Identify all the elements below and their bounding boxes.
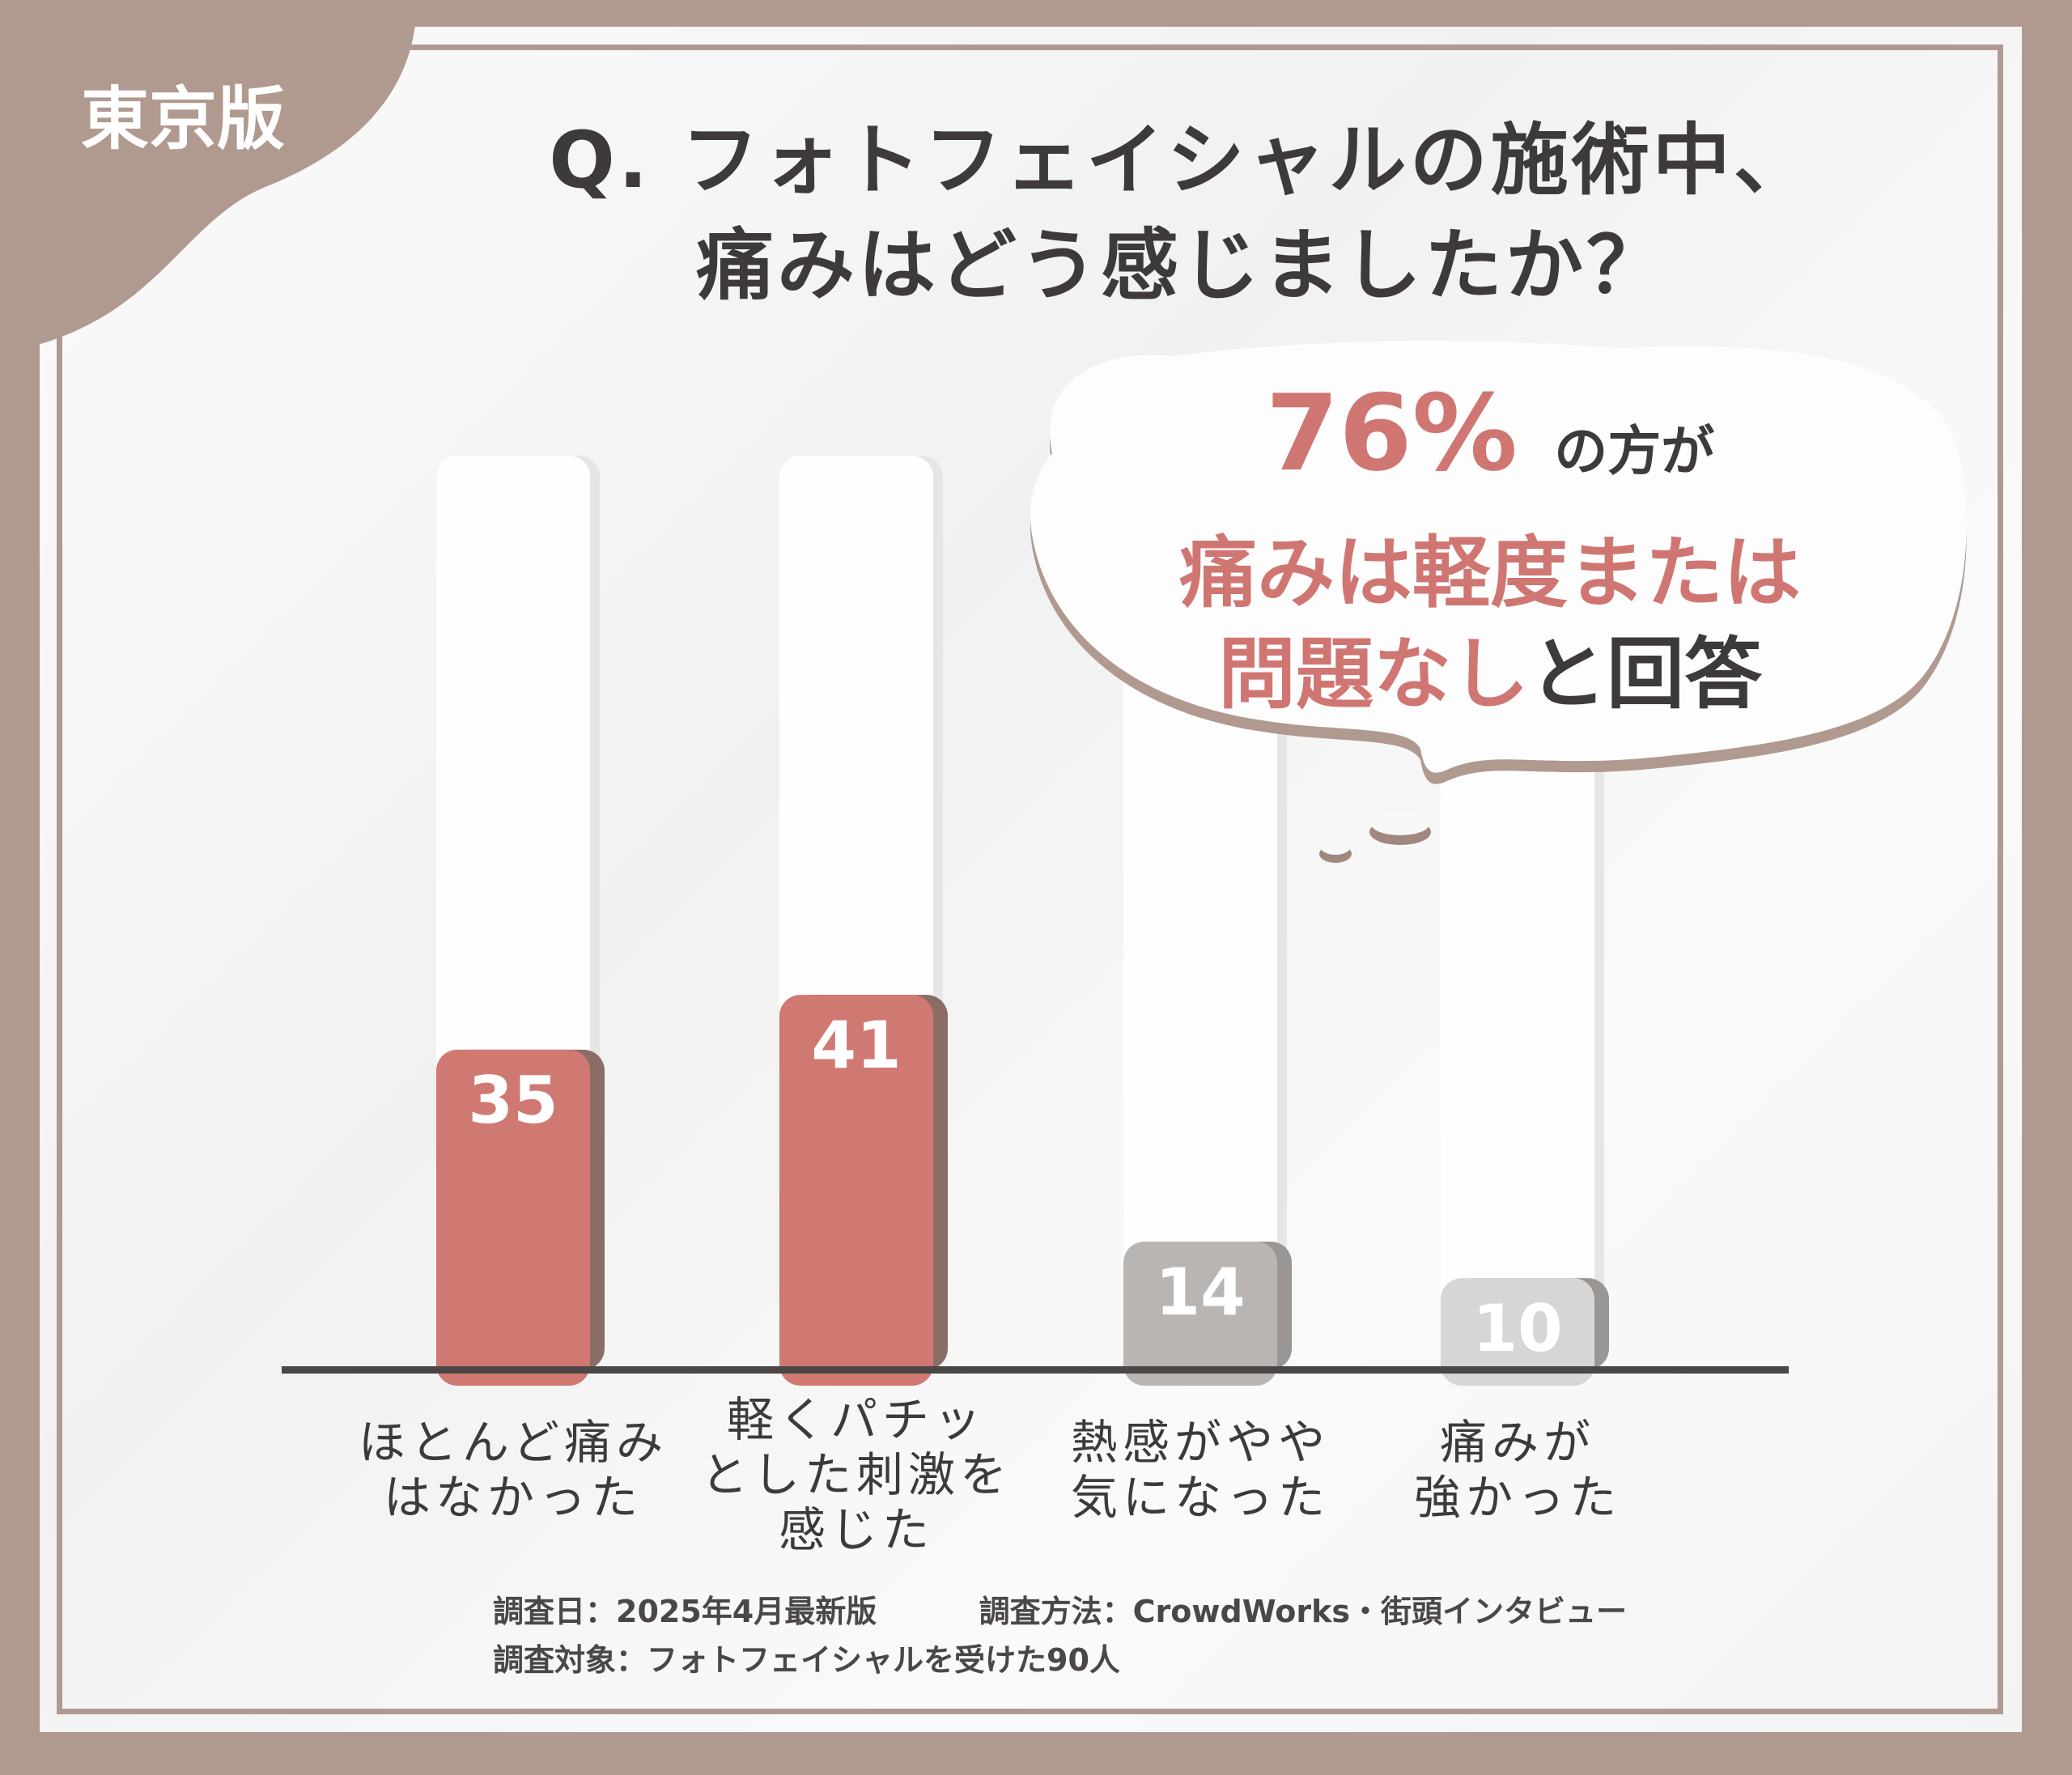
inner-border: [57, 45, 2003, 1714]
callout-accent: 問題なし: [1218, 629, 1529, 720]
x-tick-label: 軽くパチッ とした刺激を 感じた: [700, 1392, 1012, 1557]
data-label: 10: [1472, 1291, 1562, 1366]
survey-method: 調査方法：CrowdWorks・街頭インタビュー: [979, 1594, 1628, 1629]
bar: [1123, 1241, 1277, 1386]
title-line-2: 痛みはどう感じましたか？: [696, 220, 1667, 311]
survey-date: 調査日：2025年4月最新版: [493, 1594, 877, 1629]
paper-background: [40, 27, 2022, 1732]
data-label: 14: [1155, 1255, 1245, 1330]
callout-rest: と回答: [1529, 629, 1762, 720]
x-tick-label: 熱感がやや 気になった: [1070, 1415, 1330, 1525]
survey-target: 調査対象：フォトフェイシャルを受けた90人: [493, 1642, 1120, 1678]
data-label: 35: [468, 1063, 558, 1138]
callout-percent: 76%: [1265, 372, 1518, 495]
x-axis-baseline: [282, 1366, 1789, 1374]
x-tick-label: 痛みが 強かった: [1413, 1415, 1621, 1525]
x-tick-label: ほとんど痛み はなかった: [358, 1415, 669, 1525]
region-badge: 東京版: [81, 79, 286, 159]
bar: [1441, 1278, 1594, 1386]
title-line-1: Q. フォトフェイシャルの施術中、: [549, 115, 1815, 206]
corner-badge-shape: [0, 0, 417, 348]
data-label: 41: [811, 1008, 901, 1083]
bar: [436, 1049, 590, 1386]
footer-line-1: 調査日：2025年4月最新版 調査方法：CrowdWorks・街頭インタビュー: [493, 1586, 1627, 1631]
bar: [779, 995, 933, 1386]
callout-suffix: の方が: [1554, 420, 1715, 482]
callout-line-2: 痛みは軽度または: [1179, 528, 1801, 618]
